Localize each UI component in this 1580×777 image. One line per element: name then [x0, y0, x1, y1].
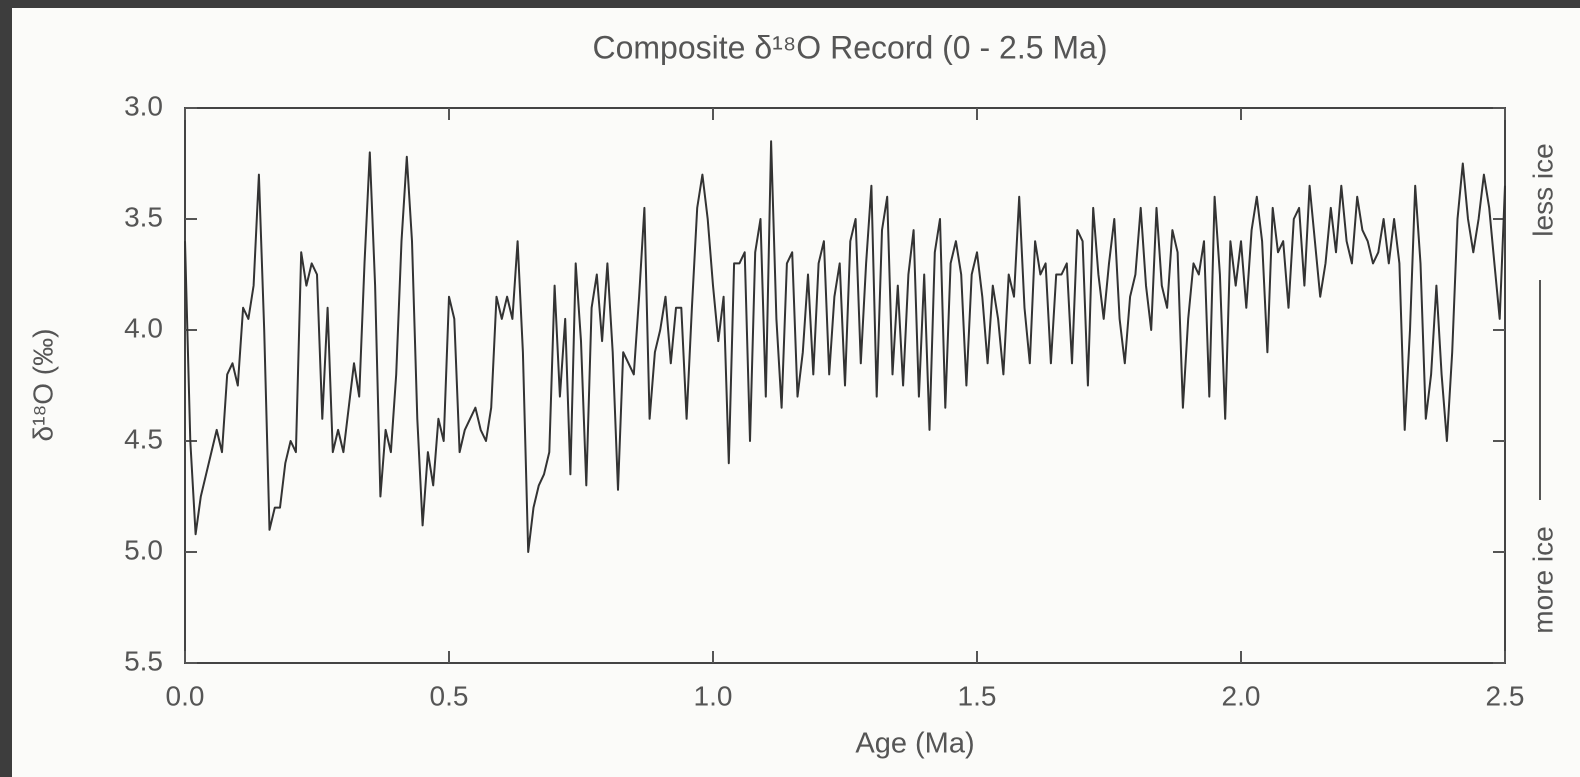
data-line	[184, 140, 1506, 553]
y-tick-label: 3.5	[124, 201, 163, 232]
right-bottom-label: more ice	[1527, 526, 1558, 633]
x-tick-label: 2.0	[1222, 680, 1261, 711]
chart-frame	[12, 8, 1580, 777]
y-tick-label: 5.0	[124, 534, 163, 565]
y-tick-label: 5.5	[124, 645, 163, 676]
y-tick-label: 4.0	[124, 312, 163, 343]
y-tick-label: 4.5	[124, 423, 163, 454]
x-tick-label: 0.0	[166, 680, 205, 711]
y-axis-label: δ¹⁸O (‰)	[27, 329, 58, 442]
x-tick-label: 1.0	[694, 680, 733, 711]
x-tick-label: 0.5	[430, 680, 469, 711]
chart-title: Composite δ¹⁸O Record (0 - 2.5 Ma)	[592, 29, 1107, 65]
plot-frame	[184, 107, 1506, 664]
x-tick-label: 2.5	[1486, 680, 1525, 711]
y-tick-label: 3.0	[124, 90, 163, 121]
x-axis-label: Age (Ma)	[855, 728, 974, 760]
right-top-label: less ice	[1527, 143, 1558, 236]
x-tick-label: 1.5	[958, 680, 997, 711]
